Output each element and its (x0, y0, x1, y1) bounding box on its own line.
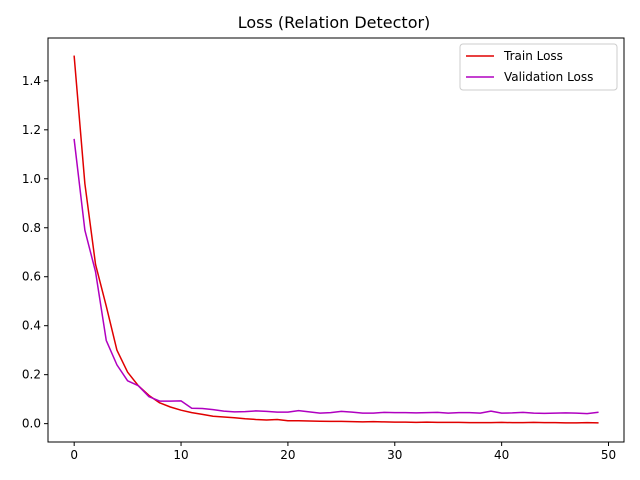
y-tick-label: 0.2 (22, 368, 41, 382)
series-line-1 (73, 138, 599, 415)
y-tick-label: 0.4 (22, 319, 41, 333)
y-tick-label: 1.4 (22, 74, 41, 88)
y-tick-label: 0.0 (22, 417, 41, 431)
x-tick-label: 20 (280, 448, 295, 462)
legend-label: Validation Loss (504, 70, 593, 84)
y-tick-label: 1.0 (22, 172, 41, 186)
plot-content (73, 55, 599, 424)
legend-label: Train Loss (503, 49, 563, 63)
chart-title: Loss (Relation Detector) (238, 13, 431, 32)
x-axis-ticks: 0 10 20 30 40 50 (70, 442, 616, 462)
y-tick-label: 0.8 (22, 221, 41, 235)
y-axis-ticks: 0.0 0.2 0.4 0.6 0.8 1.0 1.2 1.4 (22, 74, 48, 431)
y-tick-label: 0.6 (22, 270, 41, 284)
legend-box (459, 43, 618, 91)
x-tick-label: 0 (70, 448, 78, 462)
y-tick-label: 1.2 (22, 123, 41, 137)
series-line-0 (73, 55, 599, 424)
x-tick-label: 40 (494, 448, 509, 462)
x-tick-label: 50 (601, 448, 616, 462)
x-tick-label: 30 (387, 448, 402, 462)
x-tick-label: 10 (173, 448, 188, 462)
axes-frame (47, 37, 625, 443)
legend: Train Loss Validation Loss (459, 43, 618, 91)
